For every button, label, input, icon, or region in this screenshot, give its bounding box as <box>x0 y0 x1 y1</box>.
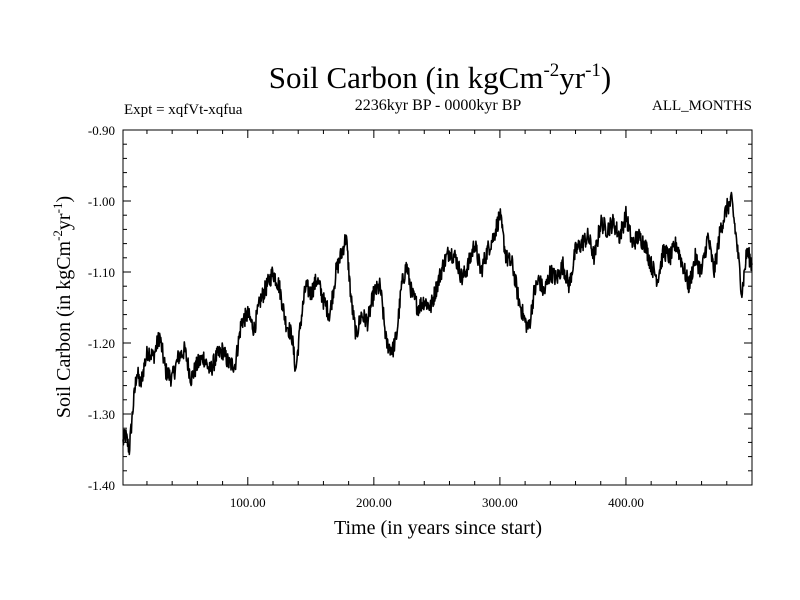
plot-frame <box>122 129 753 486</box>
y-tick-label: -0.90 <box>88 123 115 138</box>
x-axis-label: Time (in years since start) <box>334 517 542 539</box>
soil-carbon-series-line <box>122 191 753 456</box>
y-axis-label: Soil Carbon (in kgCm-2yr-1) <box>50 196 75 418</box>
time-range-label: 2236kyr BP - 0000kyr BP <box>355 97 522 114</box>
x-axis: 100.00 200.00 300.00 400.00 <box>146 130 728 510</box>
experiment-label: Expt = xqfVt-xqfua <box>124 102 243 118</box>
y-tick-label: -1.40 <box>88 478 115 493</box>
chart-title: Soil Carbon (in kgCm-2yr-1) <box>269 60 612 95</box>
x-tick-label: 200.00 <box>356 495 392 510</box>
x-tick-label: 100.00 <box>230 495 266 510</box>
months-label: ALL_MONTHS <box>652 98 752 114</box>
y-tick-label: -1.10 <box>88 265 115 280</box>
y-tick-label: -1.20 <box>88 336 115 351</box>
y-tick-label: -1.30 <box>88 407 115 422</box>
x-tick-label: 400.00 <box>608 495 644 510</box>
x-tick-label: 300.00 <box>482 495 518 510</box>
y-axis: -1.40 -1.30 -1.20 -1.10 -1.00 -0.90 <box>88 123 752 493</box>
y-tick-label: -1.00 <box>88 194 115 209</box>
